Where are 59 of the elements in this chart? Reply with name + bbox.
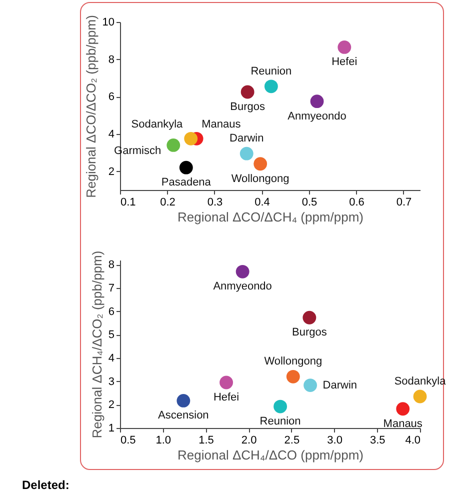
y-tick-label: 8 — [108, 259, 114, 272]
y-tick-label: 8 — [108, 54, 114, 66]
x-tick-label: 0.4 — [254, 196, 270, 208]
x-tick-label: 3.0 — [327, 434, 342, 446]
x-tick-label: 0.6 — [349, 196, 364, 208]
series-label: Hefei — [332, 56, 358, 68]
series-label: Ascension — [158, 410, 209, 422]
series-label: Sodankyla — [131, 118, 184, 131]
x-tick-label: 2.0 — [241, 434, 257, 446]
point — [264, 80, 278, 94]
point — [179, 160, 193, 174]
y-tick-label: 7 — [108, 282, 114, 294]
y-tick-label: 2 — [108, 399, 114, 412]
y-axis-title: Regional ΔCH₄/ΔCO₂ (ppb/ppm) — [89, 250, 104, 438]
series-label: Reunion — [260, 416, 301, 428]
series-label: Burgos — [230, 101, 266, 113]
series-label: Darwin — [229, 132, 264, 145]
x-axis-title: Regional ΔCH₄/ΔCO (ppm/ppm) — [178, 448, 364, 462]
y-tick-label: 4 — [108, 128, 114, 140]
x-tick-label: 0.5 — [302, 196, 318, 208]
x-tick-label: 0.2 — [160, 196, 176, 208]
point — [240, 85, 254, 99]
series-label: Anmyeondo — [288, 110, 346, 122]
point — [254, 157, 268, 171]
x-tick-label: 0.3 — [207, 196, 223, 208]
y-tick-label: 6 — [108, 306, 114, 318]
y-tick-label: 6 — [108, 91, 114, 104]
series-label: Manaus — [383, 418, 423, 430]
y-tick-label: 10 — [102, 16, 114, 28]
y-axis-title: Regional ΔCO/ΔCO₂ (ppb/ppm) — [83, 15, 98, 198]
point — [240, 146, 254, 160]
x-tick-label: 4.0 — [405, 434, 420, 446]
x-tick-label: 2.5 — [284, 434, 300, 446]
text: Deleted: — [22, 478, 70, 492]
point — [166, 138, 180, 152]
y-tick-label: 3 — [108, 376, 114, 388]
y-tick-label: 1 — [108, 422, 114, 434]
series-label: Reunion — [250, 65, 292, 78]
x-tick-label: 3.5 — [370, 434, 386, 446]
series-label: Burgos — [292, 326, 328, 339]
x-tick-label: 0.5 — [120, 434, 136, 446]
series-label: Wollongong — [231, 172, 290, 185]
y-tick-label: 4 — [108, 352, 114, 364]
point — [184, 132, 198, 146]
series-label: Pasadena — [161, 176, 212, 189]
y-tick-label: 5 — [108, 329, 114, 342]
series-label: Hefei — [213, 392, 240, 404]
point — [338, 40, 352, 54]
x-tick-label: 0.1 — [120, 196, 136, 208]
x-tick-label: 1.5 — [198, 434, 214, 446]
series-label: Wollongong — [264, 356, 322, 368]
series-label: Darwin — [322, 379, 358, 392]
point — [310, 94, 324, 108]
x-tick-label: 1.0 — [156, 434, 172, 446]
series-label: Anmyeondo — [213, 280, 272, 293]
y-tick-label: 2 — [108, 166, 114, 178]
series-label: Manaus — [202, 118, 242, 131]
x-tick-label: 0.7 — [396, 196, 412, 208]
x-axis-title: Regional ΔCO/ΔCH₄ (ppm/ppm) — [178, 210, 364, 224]
